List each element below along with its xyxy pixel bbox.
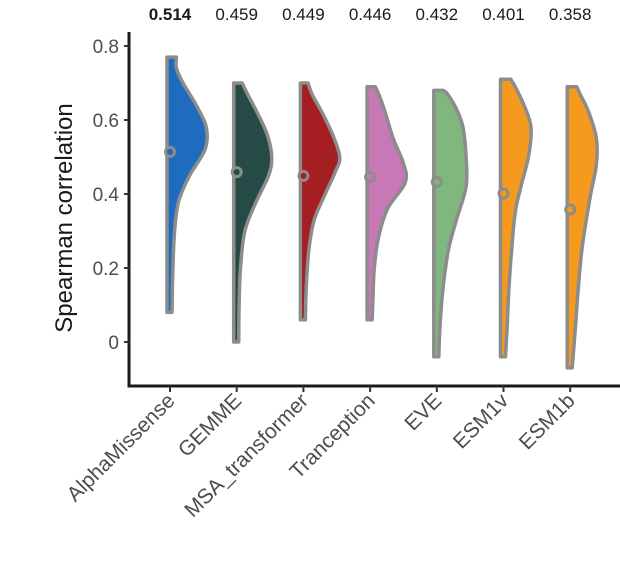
x-tick-label: ESM1v — [449, 389, 513, 453]
mean-point — [497, 187, 510, 200]
x-ticks: AlphaMissenseGEMMEMSA_transformerTrancep… — [63, 386, 580, 522]
violin-AlphaMissense — [164, 55, 210, 315]
y-tick-label: 0.8 — [93, 37, 119, 58]
violin-shape — [432, 88, 469, 359]
y-axis-title: Spearman correlation — [51, 103, 78, 332]
violin-GEMME — [230, 81, 274, 344]
mean-label: 0.358 — [549, 5, 592, 24]
violin-shape — [165, 55, 210, 315]
y-ticks: 0 0.2 0.4 0.6 0.8 — [93, 37, 129, 354]
violin-Tranception — [364, 84, 409, 322]
mean-point — [297, 169, 310, 182]
violin-ESM1v — [497, 77, 533, 359]
violin-shape — [498, 77, 533, 359]
x-tick-label: EVE — [400, 389, 446, 435]
mean-label: 0.432 — [416, 5, 459, 24]
violins — [164, 55, 599, 370]
axes — [127, 32, 620, 388]
mean-point — [164, 145, 176, 158]
violin-EVE — [430, 88, 469, 359]
mean-point — [564, 203, 577, 216]
x-tick-label: ESM1b — [515, 389, 580, 454]
y-tick-label: 0 — [108, 333, 119, 354]
mean-label: 0.446 — [349, 5, 392, 24]
mean-label: 0.459 — [215, 5, 258, 24]
x-tick-label: MSA_transformer — [180, 389, 313, 522]
mean-label: 0.449 — [282, 5, 325, 24]
y-tick-label: 0.4 — [93, 185, 120, 206]
mean-labels: 0.514 0.459 0.449 0.446 0.432 0.401 0.358 — [149, 5, 592, 24]
violin-shape — [298, 81, 342, 322]
mean-point — [364, 170, 377, 183]
violin-ESM1b — [564, 84, 599, 370]
y-tick-label: 0.2 — [93, 259, 119, 280]
violin-MSA_transformer — [297, 81, 342, 322]
violin-shape — [231, 81, 274, 344]
y-tick-label: 0.6 — [93, 111, 119, 132]
mean-label: 0.514 — [149, 5, 192, 24]
mean-point — [230, 166, 243, 179]
violin-shape — [365, 84, 409, 322]
violin-shape — [565, 84, 599, 370]
mean-label: 0.401 — [482, 5, 525, 24]
x-tick-label: AlphaMissense — [63, 389, 180, 506]
mean-point — [430, 176, 443, 189]
